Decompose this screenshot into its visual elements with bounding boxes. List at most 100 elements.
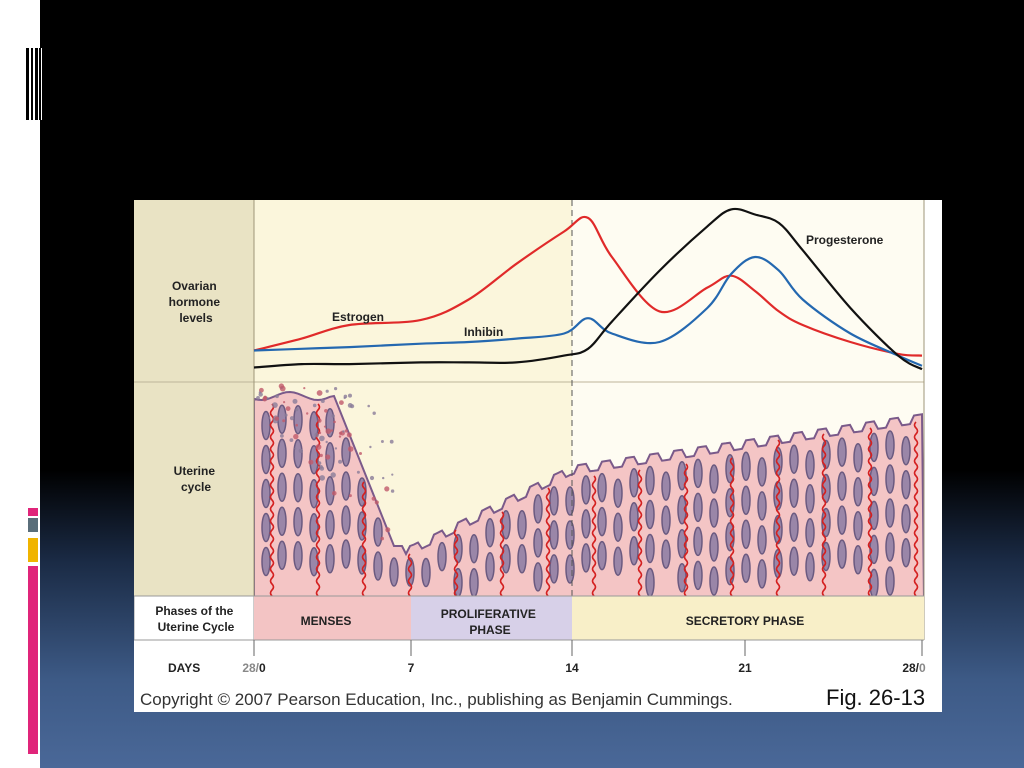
debris-particle xyxy=(319,475,325,481)
debris-particle xyxy=(293,433,299,440)
uterine-gland xyxy=(885,464,895,494)
slide-accent-yellow xyxy=(28,538,38,562)
uterine-gland xyxy=(421,557,431,588)
debris-particle xyxy=(369,475,375,481)
uterine-gland xyxy=(805,518,815,548)
menstrual-debris xyxy=(256,383,395,541)
debris-particle xyxy=(333,420,336,424)
debris-particle xyxy=(347,403,353,408)
uterine-gland xyxy=(677,495,687,525)
uterine-gland xyxy=(597,472,607,503)
debris-particle xyxy=(319,465,323,469)
debris-particle xyxy=(275,394,279,399)
uterine-gland xyxy=(389,557,399,587)
uterine-gland xyxy=(901,537,911,568)
debris-particle xyxy=(274,416,279,421)
uterine-gland xyxy=(293,404,303,435)
uterine-gland xyxy=(293,472,303,503)
uterine-gland xyxy=(517,544,527,574)
debris-particle xyxy=(369,445,372,449)
ovarian-label-line-3: levels xyxy=(179,311,213,325)
proliferative-label-line-2: PHASE xyxy=(469,623,510,637)
uterine-gland xyxy=(805,484,815,514)
debris-particle xyxy=(317,461,322,465)
debris-particle xyxy=(372,411,376,415)
uterine-gland xyxy=(629,468,639,498)
debris-particle xyxy=(359,452,362,455)
secretory-phase-label: SECRETORY PHASE xyxy=(686,614,804,628)
debris-particle xyxy=(330,472,336,478)
debris-particle xyxy=(346,432,352,438)
debris-particle xyxy=(303,387,306,390)
uterine-gland xyxy=(549,554,559,584)
spiral-artery xyxy=(775,439,781,596)
debris-particle xyxy=(315,444,322,450)
uterine-gland xyxy=(533,528,543,558)
secretory-phase-cell xyxy=(572,596,924,640)
uterine-gland xyxy=(693,526,703,557)
uterine-gland xyxy=(741,451,751,482)
uterine-gland xyxy=(277,404,287,435)
debris-particle xyxy=(295,408,299,412)
debris-particle xyxy=(325,389,329,393)
ovarian-label-line-1: Ovarian xyxy=(172,279,217,293)
uterine-gland xyxy=(661,471,671,501)
uterine-gland xyxy=(565,520,575,550)
uterine-glands xyxy=(261,404,911,596)
spiral-artery xyxy=(913,421,919,596)
uterine-gland xyxy=(645,567,655,596)
debris-particle xyxy=(367,404,370,408)
uterine-gland xyxy=(261,512,271,543)
uterine-gland xyxy=(597,506,607,537)
uterine-gland xyxy=(341,505,351,535)
tick-label-day-0-prefix: 28/ xyxy=(242,661,259,675)
debris-particle xyxy=(320,399,325,403)
days-label: DAYS xyxy=(168,661,200,675)
tick-label-day-7: 7 xyxy=(408,661,415,675)
uterine-gland xyxy=(565,486,575,516)
uterine-gland xyxy=(341,471,351,501)
spiral-arteries xyxy=(269,403,919,596)
uterine-gland xyxy=(885,566,895,596)
uterine-gland xyxy=(789,478,799,508)
spiral-artery xyxy=(269,403,275,596)
tick-label-day-0: 28/0 xyxy=(242,661,266,675)
uterine-gland xyxy=(869,534,879,565)
ovarian-panel-bg-left xyxy=(254,200,572,382)
debris-particle xyxy=(283,401,286,404)
uterine-gland xyxy=(341,539,351,569)
debris-particle xyxy=(331,414,335,418)
uterine-gland xyxy=(581,475,591,505)
uterine-gland xyxy=(341,437,351,467)
uterine-gland xyxy=(645,499,655,530)
debris-particle xyxy=(338,435,342,438)
uterine-gland xyxy=(901,469,911,500)
debris-particle xyxy=(314,432,319,438)
uterine-gland xyxy=(805,450,815,480)
debris-particle xyxy=(256,396,260,400)
uterine-gland xyxy=(309,512,319,543)
debris-particle xyxy=(325,428,332,434)
debris-particle xyxy=(316,390,323,396)
debris-particle xyxy=(374,500,379,505)
debris-particle xyxy=(289,438,294,442)
uterine-gland xyxy=(661,539,671,569)
debris-particle xyxy=(306,412,309,415)
uterine-gland xyxy=(581,543,591,573)
slide-accent-pink-top xyxy=(28,508,38,516)
debris-particle xyxy=(294,447,297,450)
uterine-gland xyxy=(677,529,687,559)
uterine-gland xyxy=(741,519,751,550)
copyright-text: Copyright © 2007 Pearson Education, Inc.… xyxy=(140,690,733,709)
spiral-artery xyxy=(545,487,551,596)
uterine-gland xyxy=(901,435,911,466)
debris-particle xyxy=(325,454,331,460)
debris-particle xyxy=(384,486,390,492)
debris-particle xyxy=(282,419,286,423)
debris-particle xyxy=(339,400,344,405)
uterine-gland xyxy=(597,540,607,571)
debris-particle xyxy=(347,446,354,452)
debris-particle xyxy=(348,393,352,398)
spiral-artery xyxy=(729,457,735,596)
uterine-gland xyxy=(533,562,543,592)
